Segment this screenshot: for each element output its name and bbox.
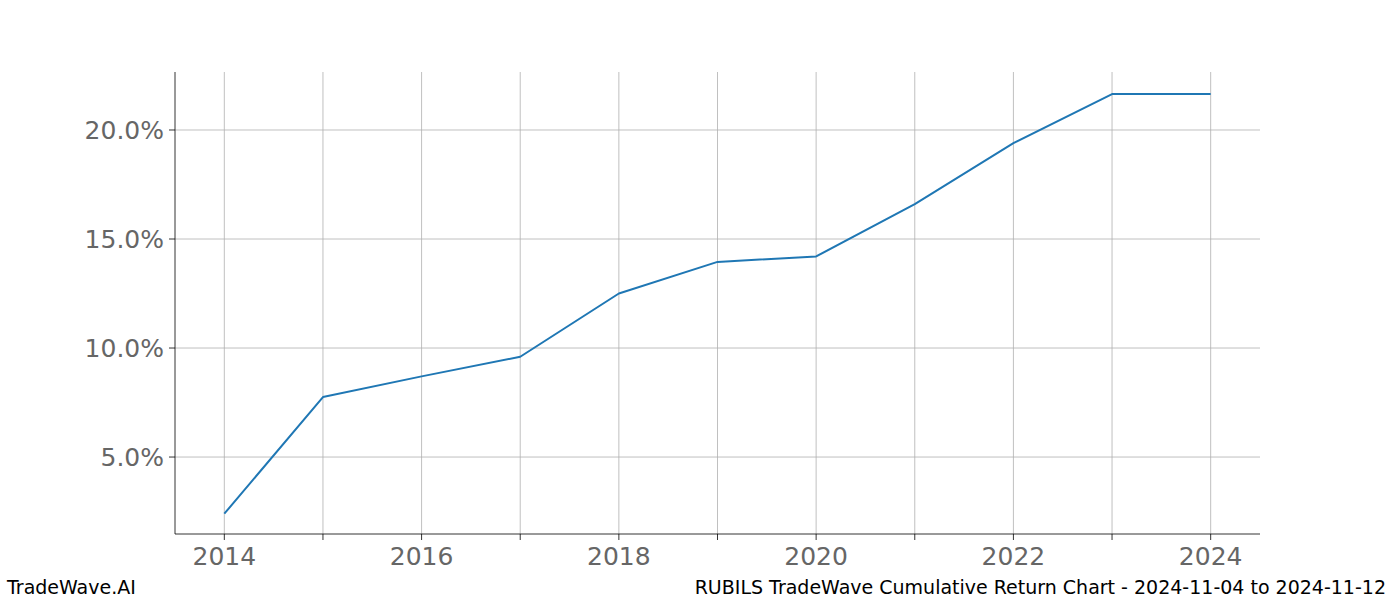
y-grid-line [175, 239, 1260, 240]
x-grid-line [1210, 72, 1211, 534]
x-grid-line [816, 72, 817, 534]
source: TradeWave.AI [6, 576, 136, 598]
x-grid-line [717, 72, 718, 534]
series [224, 94, 1210, 514]
x-tick [618, 534, 619, 540]
y-tick [169, 457, 175, 458]
axes: 2014 2016 2018 2020 2022 2024 5.0% 10.0% 15.0% 20… [85, 72, 1260, 571]
x-tick [816, 534, 817, 540]
x-tick-label: 2024 [1179, 542, 1243, 571]
x-tick-label: 2018 [587, 542, 651, 571]
y-tick-label: 10.0% [85, 334, 164, 363]
title: RUBILS TradeWave Cumulative Return Chart… [695, 576, 1386, 598]
grid [175, 72, 1260, 534]
x-tick [1112, 534, 1113, 540]
y-axis-line [175, 72, 176, 534]
y-grid-line [175, 348, 1260, 349]
y-tick [169, 129, 175, 130]
y-tick [169, 348, 175, 349]
x-grid-line [224, 72, 225, 534]
x-tick [1013, 534, 1014, 540]
x-grid-line [322, 72, 323, 534]
x-axis-line [175, 534, 1260, 535]
x-tick-label: 2016 [390, 542, 454, 571]
x-grid-line [520, 72, 521, 534]
x-grid-line [914, 72, 915, 534]
x-tick-label: 2014 [193, 542, 257, 571]
y-tick-label: 20.0% [85, 116, 164, 145]
y-grid-line [175, 129, 1260, 130]
return-line [224, 94, 1210, 514]
x-tick-label: 2020 [784, 542, 848, 571]
x-grid-line [421, 72, 422, 534]
x-grid-line [1112, 72, 1113, 534]
x-tick [914, 534, 915, 540]
y-grid-line [175, 457, 1260, 458]
x-tick [717, 534, 718, 540]
x-tick [520, 534, 521, 540]
x-tick-label: 2022 [982, 542, 1046, 571]
y-tick-label: 15.0% [85, 225, 164, 254]
x-grid-line [618, 72, 619, 534]
x-tick [1210, 534, 1211, 540]
chart: 2014 2016 2018 2020 2022 2024 5.0% 10.0% 15.0% 20… [0, 0, 1400, 600]
y-tick [169, 239, 175, 240]
x-grid-line [1013, 72, 1014, 534]
x-tick [322, 534, 323, 540]
x-tick [224, 534, 225, 540]
y-tick-label: 5.0% [100, 443, 164, 472]
x-tick [421, 534, 422, 540]
